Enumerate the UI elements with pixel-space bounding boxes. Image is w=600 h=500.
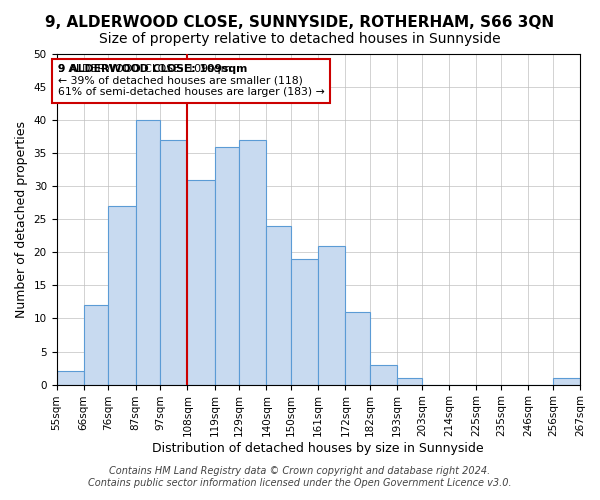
Bar — [266, 226, 291, 384]
Text: 9 ALDERWOOD CLOSE: 109sqm
← 39% of detached houses are smaller (118)
61% of semi: 9 ALDERWOOD CLOSE: 109sqm ← 39% of detac… — [58, 64, 325, 97]
Y-axis label: Number of detached properties: Number of detached properties — [15, 121, 28, 318]
Bar — [160, 140, 187, 384]
Bar — [370, 365, 397, 384]
Bar — [397, 378, 422, 384]
Text: Size of property relative to detached houses in Sunnyside: Size of property relative to detached ho… — [99, 32, 501, 46]
Bar — [239, 140, 266, 384]
Text: 9 ALDERWOOD CLOSE: 109sqm: 9 ALDERWOOD CLOSE: 109sqm — [58, 64, 247, 74]
Bar — [318, 246, 346, 384]
Bar — [109, 206, 136, 384]
Bar — [83, 306, 109, 384]
Bar — [346, 312, 370, 384]
Bar — [56, 372, 83, 384]
Text: Contains HM Land Registry data © Crown copyright and database right 2024.
Contai: Contains HM Land Registry data © Crown c… — [88, 466, 512, 487]
Bar — [136, 120, 160, 384]
X-axis label: Distribution of detached houses by size in Sunnyside: Distribution of detached houses by size … — [152, 442, 484, 455]
Bar — [187, 180, 215, 384]
Bar — [215, 146, 239, 384]
Bar — [553, 378, 580, 384]
Text: 9, ALDERWOOD CLOSE, SUNNYSIDE, ROTHERHAM, S66 3QN: 9, ALDERWOOD CLOSE, SUNNYSIDE, ROTHERHAM… — [46, 15, 554, 30]
Bar — [291, 259, 318, 384]
